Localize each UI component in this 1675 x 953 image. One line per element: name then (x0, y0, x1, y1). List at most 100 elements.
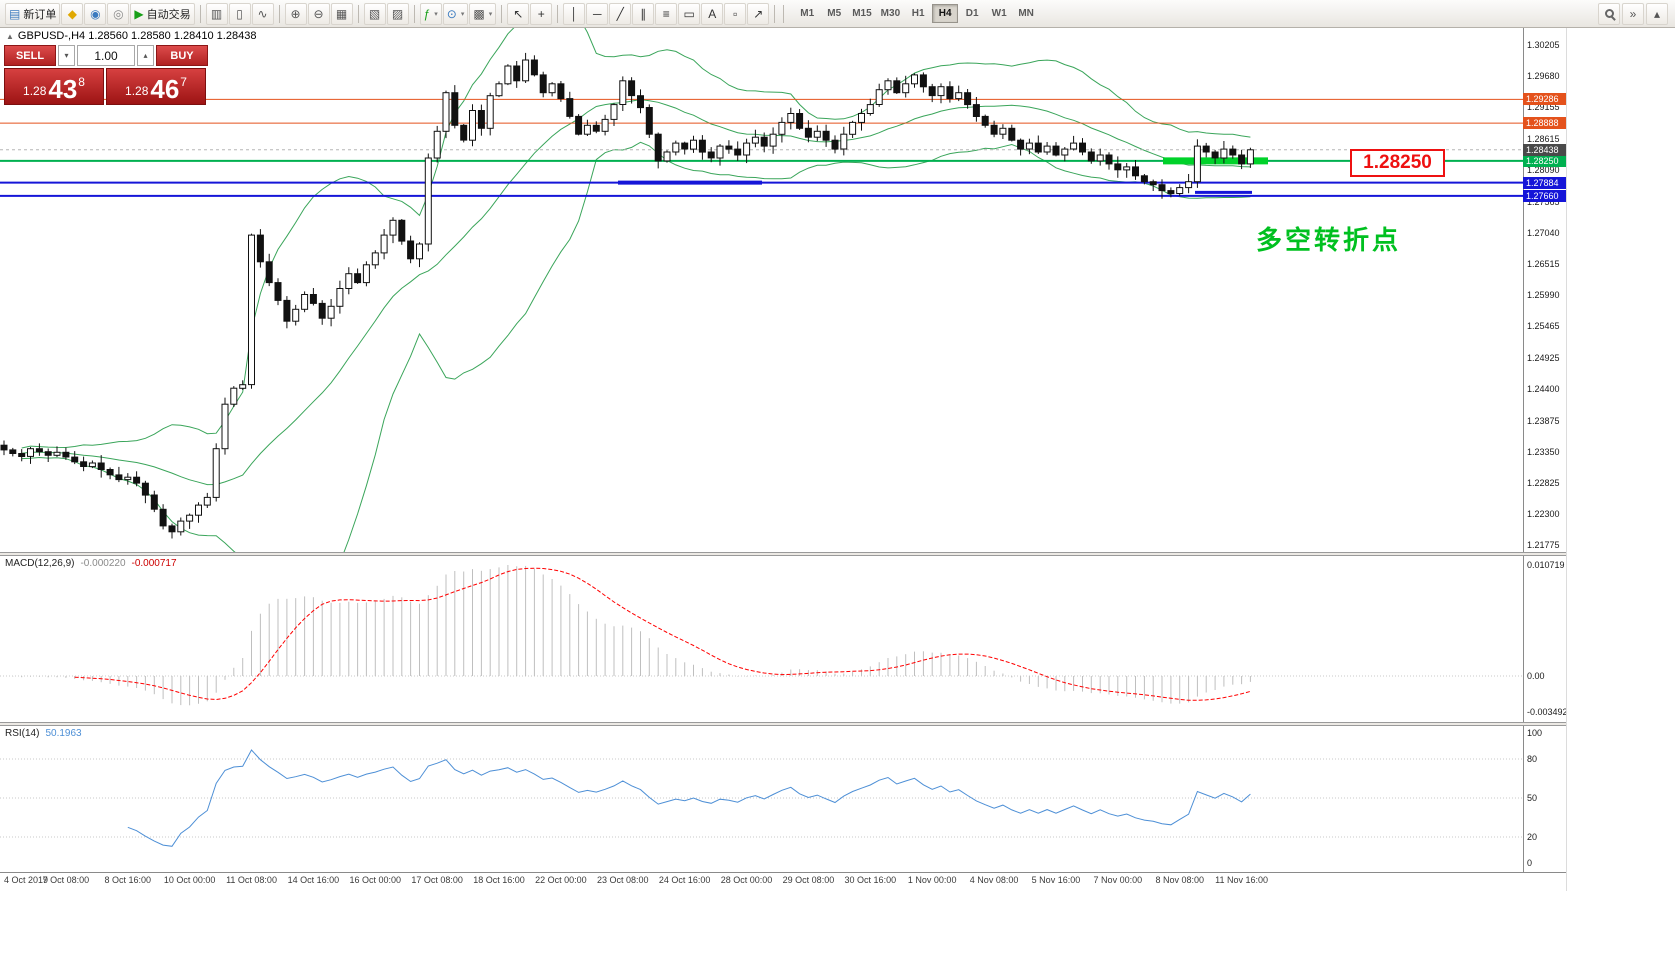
periods-icon[interactable]: ⊙ ▾ (442, 2, 469, 25)
market-watch-icon[interactable]: ◉ (84, 2, 107, 25)
new-order-button[interactable]: ▤ 新订单 (5, 2, 61, 25)
timeframe-M15[interactable]: M15 (852, 8, 872, 19)
panel-separator[interactable] (0, 722, 1566, 726)
trendline-icon: ╱ (616, 6, 624, 21)
buy-price-pips: 46 (150, 74, 180, 104)
label-icon[interactable]: ▫ (724, 2, 747, 25)
volume-input[interactable] (77, 45, 135, 66)
buy-button[interactable]: BUY (156, 45, 208, 66)
macd-signal-line (74, 567, 1251, 701)
macd-axis-label: 0.010719 (1527, 560, 1565, 570)
chart-profile-icon[interactable]: ◆ (61, 2, 84, 25)
price-level-annotation: 1.28250 (1350, 149, 1445, 177)
price-axis-label: 1.27040 (1527, 227, 1560, 238)
symbol-ohlc-text: GBPUSD-,H4 1.28560 1.28580 1.28410 1.284… (17, 30, 257, 42)
toolbar-separator (278, 4, 280, 23)
panel-separator[interactable] (0, 552, 1566, 556)
horizontal-line-icon[interactable]: ─ (586, 2, 609, 25)
cursor-icon[interactable]: ↖ (507, 2, 530, 25)
volume-stepper[interactable]: ▴ (137, 45, 154, 66)
text-icon[interactable]: A (701, 2, 724, 25)
timeframe-M1[interactable]: M1 (800, 8, 815, 19)
channel-icon: ∥ (640, 6, 647, 21)
rsi-axis-label: 50 (1527, 793, 1538, 803)
trade-panel-collapse-icon[interactable]: ▲ (6, 31, 14, 41)
timeframe-D1[interactable]: D1 (965, 8, 979, 19)
macd-panel[interactable] (0, 556, 1523, 722)
cascade-windows-icon: ▨ (391, 6, 404, 21)
price-axis-label: 1.29155 (1527, 102, 1560, 113)
price-level-tag: 1.28888 (1523, 117, 1566, 130)
zoom-in-icon[interactable]: ⊕ (284, 2, 307, 25)
price-chart[interactable] (0, 28, 1523, 552)
dropdown-caret-icon: ▾ (460, 10, 465, 18)
toolbar-separator (357, 4, 359, 23)
timeframe-M30[interactable]: M30 (880, 8, 901, 19)
timeframe-MN[interactable]: MN (1018, 8, 1034, 19)
indicators-icon: ƒ (423, 6, 431, 21)
price-level-tag: 1.28250 (1523, 154, 1566, 167)
time-axis-label: 22 Oct 00:00 (535, 875, 587, 885)
autotrading-button[interactable]: ▶ 自动交易 (130, 2, 195, 25)
volume-dropdown[interactable]: ▾ (58, 45, 75, 66)
toolbar-separator (557, 4, 559, 23)
rsi-axis-label: 100 (1527, 728, 1543, 738)
tile-windows-icon: ▦ (335, 6, 348, 21)
bar-chart-icon[interactable]: ▥ (205, 2, 228, 25)
arrange-windows-icon[interactable]: ▧ (363, 2, 386, 25)
price-axis-label: 1.26515 (1527, 258, 1560, 269)
quick-nav-icon[interactable]: » (1622, 2, 1644, 25)
crosshair-icon[interactable]: + (530, 2, 553, 25)
time-axis-label: 4 Nov 08:00 (969, 875, 1019, 885)
candlestick-chart-icon[interactable]: ▯ (228, 2, 251, 25)
vertical-line-icon[interactable]: │ (563, 2, 586, 25)
timeframe-W1[interactable]: W1 (991, 8, 1007, 19)
line-chart-icon[interactable]: ∿ (251, 2, 274, 25)
sell-button[interactable]: SELL (4, 45, 56, 66)
macd-label: MACD(12,26,9) -0.000220 -0.000717 (5, 558, 177, 569)
cascade-windows-icon[interactable]: ▨ (386, 2, 409, 25)
buy-price-panel[interactable]: 1.28 46 7 (106, 68, 206, 105)
rsi-panel[interactable] (0, 726, 1523, 872)
fibonacci-icon: ≡ (662, 6, 670, 21)
price-axis-label: 1.29680 (1527, 71, 1560, 82)
timeframe-H1[interactable]: H1 (911, 8, 925, 19)
fibonacci-icon[interactable]: ≡ (655, 2, 678, 25)
time-axis[interactable] (0, 872, 1566, 891)
bar-chart-icon: ▥ (210, 6, 223, 21)
macd-name: MACD(12,26,9) (5, 558, 75, 569)
time-axis-label: 8 Nov 08:00 (1155, 875, 1204, 885)
shapes-icon[interactable]: ▭ (678, 2, 701, 25)
search-icon[interactable] (1598, 2, 1620, 25)
arrows-icon[interactable]: ↗ (747, 2, 770, 25)
timeframe-H4[interactable]: H4 (932, 4, 959, 23)
data-window-icon[interactable]: ◎ (107, 2, 130, 25)
price-axis-label: 1.23350 (1527, 446, 1560, 457)
trendline-icon[interactable]: ╱ (609, 2, 632, 25)
periods-icon: ⊙ (446, 6, 457, 21)
candlesticks (0, 52, 1254, 539)
channel-icon[interactable]: ∥ (632, 2, 655, 25)
price-axis-label: 1.22300 (1527, 509, 1560, 520)
time-axis-label: 5 Nov 16:00 (1031, 875, 1081, 885)
vertical-line-icon: │ (570, 6, 578, 21)
sell-price-panel[interactable]: 1.28 43 8 (4, 68, 104, 105)
chart-profile-icon: ◆ (67, 6, 77, 21)
indicators-icon[interactable]: ƒ ▾ (419, 2, 442, 25)
time-axis-label: 7 Oct 08:00 (42, 875, 90, 885)
timeframe-M5[interactable]: M5 (827, 8, 842, 19)
toolbar-separator (501, 4, 503, 23)
market-watch-icon: ◉ (90, 6, 101, 21)
time-axis-label: 23 Oct 08:00 (597, 875, 649, 885)
timeframe-bar: M1 M5 M15 M30 H1 H4 D1 W1 MN (794, 4, 1039, 23)
zoom-out-icon[interactable]: ⊖ (307, 2, 330, 25)
price-level-tag: 1.27660 (1523, 189, 1566, 202)
tile-windows-icon[interactable]: ▦ (330, 2, 353, 25)
collapse-toolbar-icon: ▴ (1653, 6, 1661, 21)
templates-icon[interactable]: ▩ ▾ (469, 2, 497, 25)
collapse-toolbar-icon[interactable]: ▴ (1646, 2, 1668, 25)
time-axis-label: 18 Oct 16:00 (473, 875, 525, 885)
macd-axis-label: 0.00 (1527, 671, 1545, 681)
macd-signal-value: -0.000717 (131, 558, 177, 569)
price-axis-label: 1.24925 (1527, 353, 1560, 364)
